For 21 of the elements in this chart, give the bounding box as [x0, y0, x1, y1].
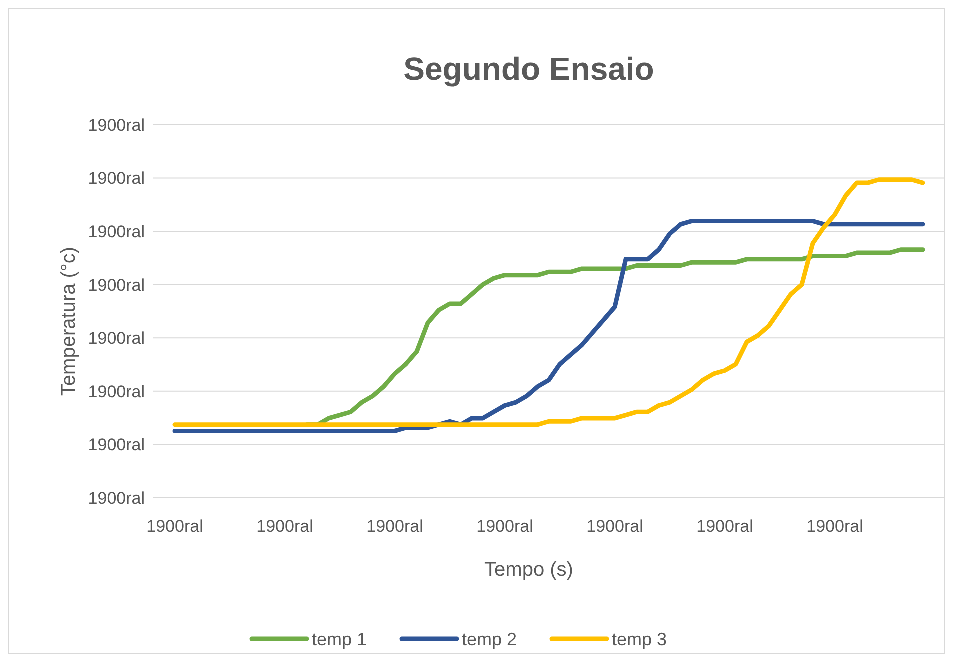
- legend-label: temp 1: [312, 629, 368, 650]
- y-axis-title: Temperatura (°c): [58, 246, 80, 396]
- text: 1900ral: [88, 329, 145, 348]
- x-tick-label: 1900ral: [806, 517, 864, 536]
- chart-title: Segundo Ensaio: [404, 51, 654, 87]
- text: 1900ral: [88, 488, 145, 508]
- x-tick-label: 1900ral: [366, 517, 424, 536]
- text: 1900ral: [88, 276, 145, 295]
- text: 1900ral: [88, 382, 145, 402]
- text: 1900ral: [88, 169, 145, 188]
- x-axis-title: Tempo (s): [484, 559, 574, 581]
- legend-label: temp 2: [462, 629, 518, 650]
- legend-label: temp 3: [612, 629, 668, 650]
- x-tick-label: 1900ral: [696, 517, 754, 536]
- text: 1900ral: [88, 222, 145, 242]
- text: 1900ral: [88, 436, 145, 455]
- text: 1900ral: [88, 116, 145, 135]
- x-tick-label: 1900ral: [586, 517, 644, 536]
- x-tick-label: 1900ral: [476, 517, 534, 536]
- x-tick-label: 1900ral: [146, 517, 204, 536]
- x-tick-label: 1900ral: [256, 517, 314, 536]
